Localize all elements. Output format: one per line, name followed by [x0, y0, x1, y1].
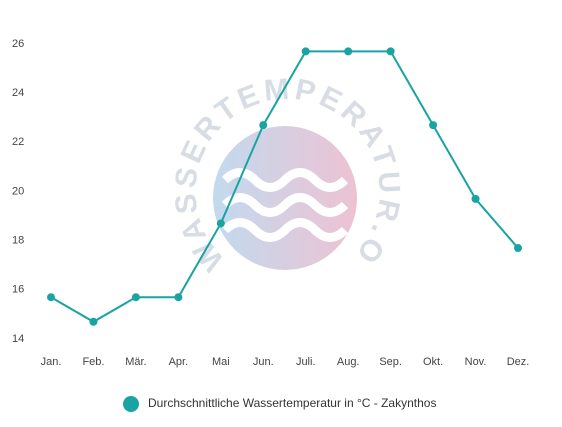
- series-line: [50, 50, 519, 323]
- y-tick-label: 14: [12, 333, 24, 345]
- x-tick-label: Sep.: [379, 356, 402, 368]
- x-tick-label: Dez.: [507, 356, 530, 368]
- data-point: [47, 293, 55, 302]
- data-point: [344, 47, 353, 56]
- data-point: [471, 194, 480, 203]
- x-tick-label: Juli.: [296, 356, 316, 368]
- legend-marker: [123, 396, 139, 412]
- data-point: [259, 121, 268, 130]
- data-point: [89, 317, 98, 326]
- y-tick-label: 20: [12, 185, 24, 197]
- y-tick-label: 18: [12, 235, 24, 247]
- x-tick-label: Apr.: [169, 356, 189, 368]
- x-tick-label: Jun.: [253, 356, 274, 368]
- x-tick-label: Aug.: [337, 356, 360, 368]
- x-tick-label: Mär.: [125, 356, 146, 368]
- y-tick-label: 26: [12, 38, 24, 50]
- data-point: [514, 244, 522, 253]
- legend-label: Durchschnittliche Wassertemperatur in °C…: [148, 396, 436, 410]
- y-tick-label: 22: [12, 136, 24, 148]
- data-point: [174, 293, 183, 302]
- watermark-waves: [221, 168, 349, 242]
- data-point: [301, 47, 310, 56]
- data-point: [131, 293, 140, 302]
- watermark: WASSERTEMPERATUR.ORG: [0, 0, 400, 277]
- x-tick-label: Okt.: [423, 356, 443, 368]
- data-point: [216, 219, 225, 228]
- y-tick-label: 16: [12, 284, 24, 296]
- y-tick-label: 24: [12, 87, 24, 99]
- x-tick-label: Nov.: [465, 356, 487, 368]
- x-tick-label: Mai: [212, 356, 230, 368]
- data-point: [386, 47, 395, 56]
- x-tick-label: Feb.: [82, 356, 104, 368]
- data-point: [429, 121, 438, 130]
- x-tick-label: Jan.: [41, 356, 62, 368]
